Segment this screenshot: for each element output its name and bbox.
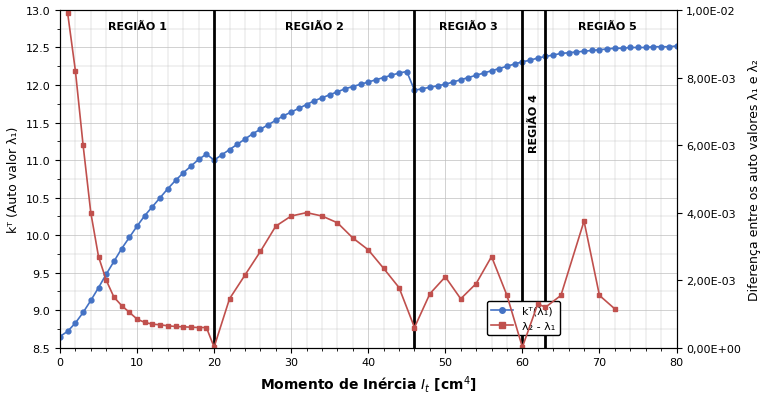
Text: REGIÃO 5: REGIÃO 5	[578, 22, 637, 32]
Text: REGIÃO 3: REGIÃO 3	[439, 22, 498, 32]
Y-axis label: Diferença entre os auto valores λ₁ e λ₂: Diferença entre os auto valores λ₁ e λ₂	[748, 59, 761, 300]
Text: REGIÃO 4: REGIÃO 4	[529, 93, 539, 152]
Text: REGIÃO 2: REGIÃO 2	[285, 22, 344, 32]
X-axis label: Momento de Inércia $I_t$ [cm$^4$]: Momento de Inércia $I_t$ [cm$^4$]	[260, 373, 477, 394]
Legend: kᵀ(λ₁), λ₂ - λ₁: kᵀ(λ₁), λ₂ - λ₁	[487, 301, 560, 336]
Y-axis label: kᵀ (Auto valor λ₁): kᵀ (Auto valor λ₁)	[7, 126, 20, 233]
Text: REGIÃO 1: REGIÃO 1	[108, 22, 167, 32]
